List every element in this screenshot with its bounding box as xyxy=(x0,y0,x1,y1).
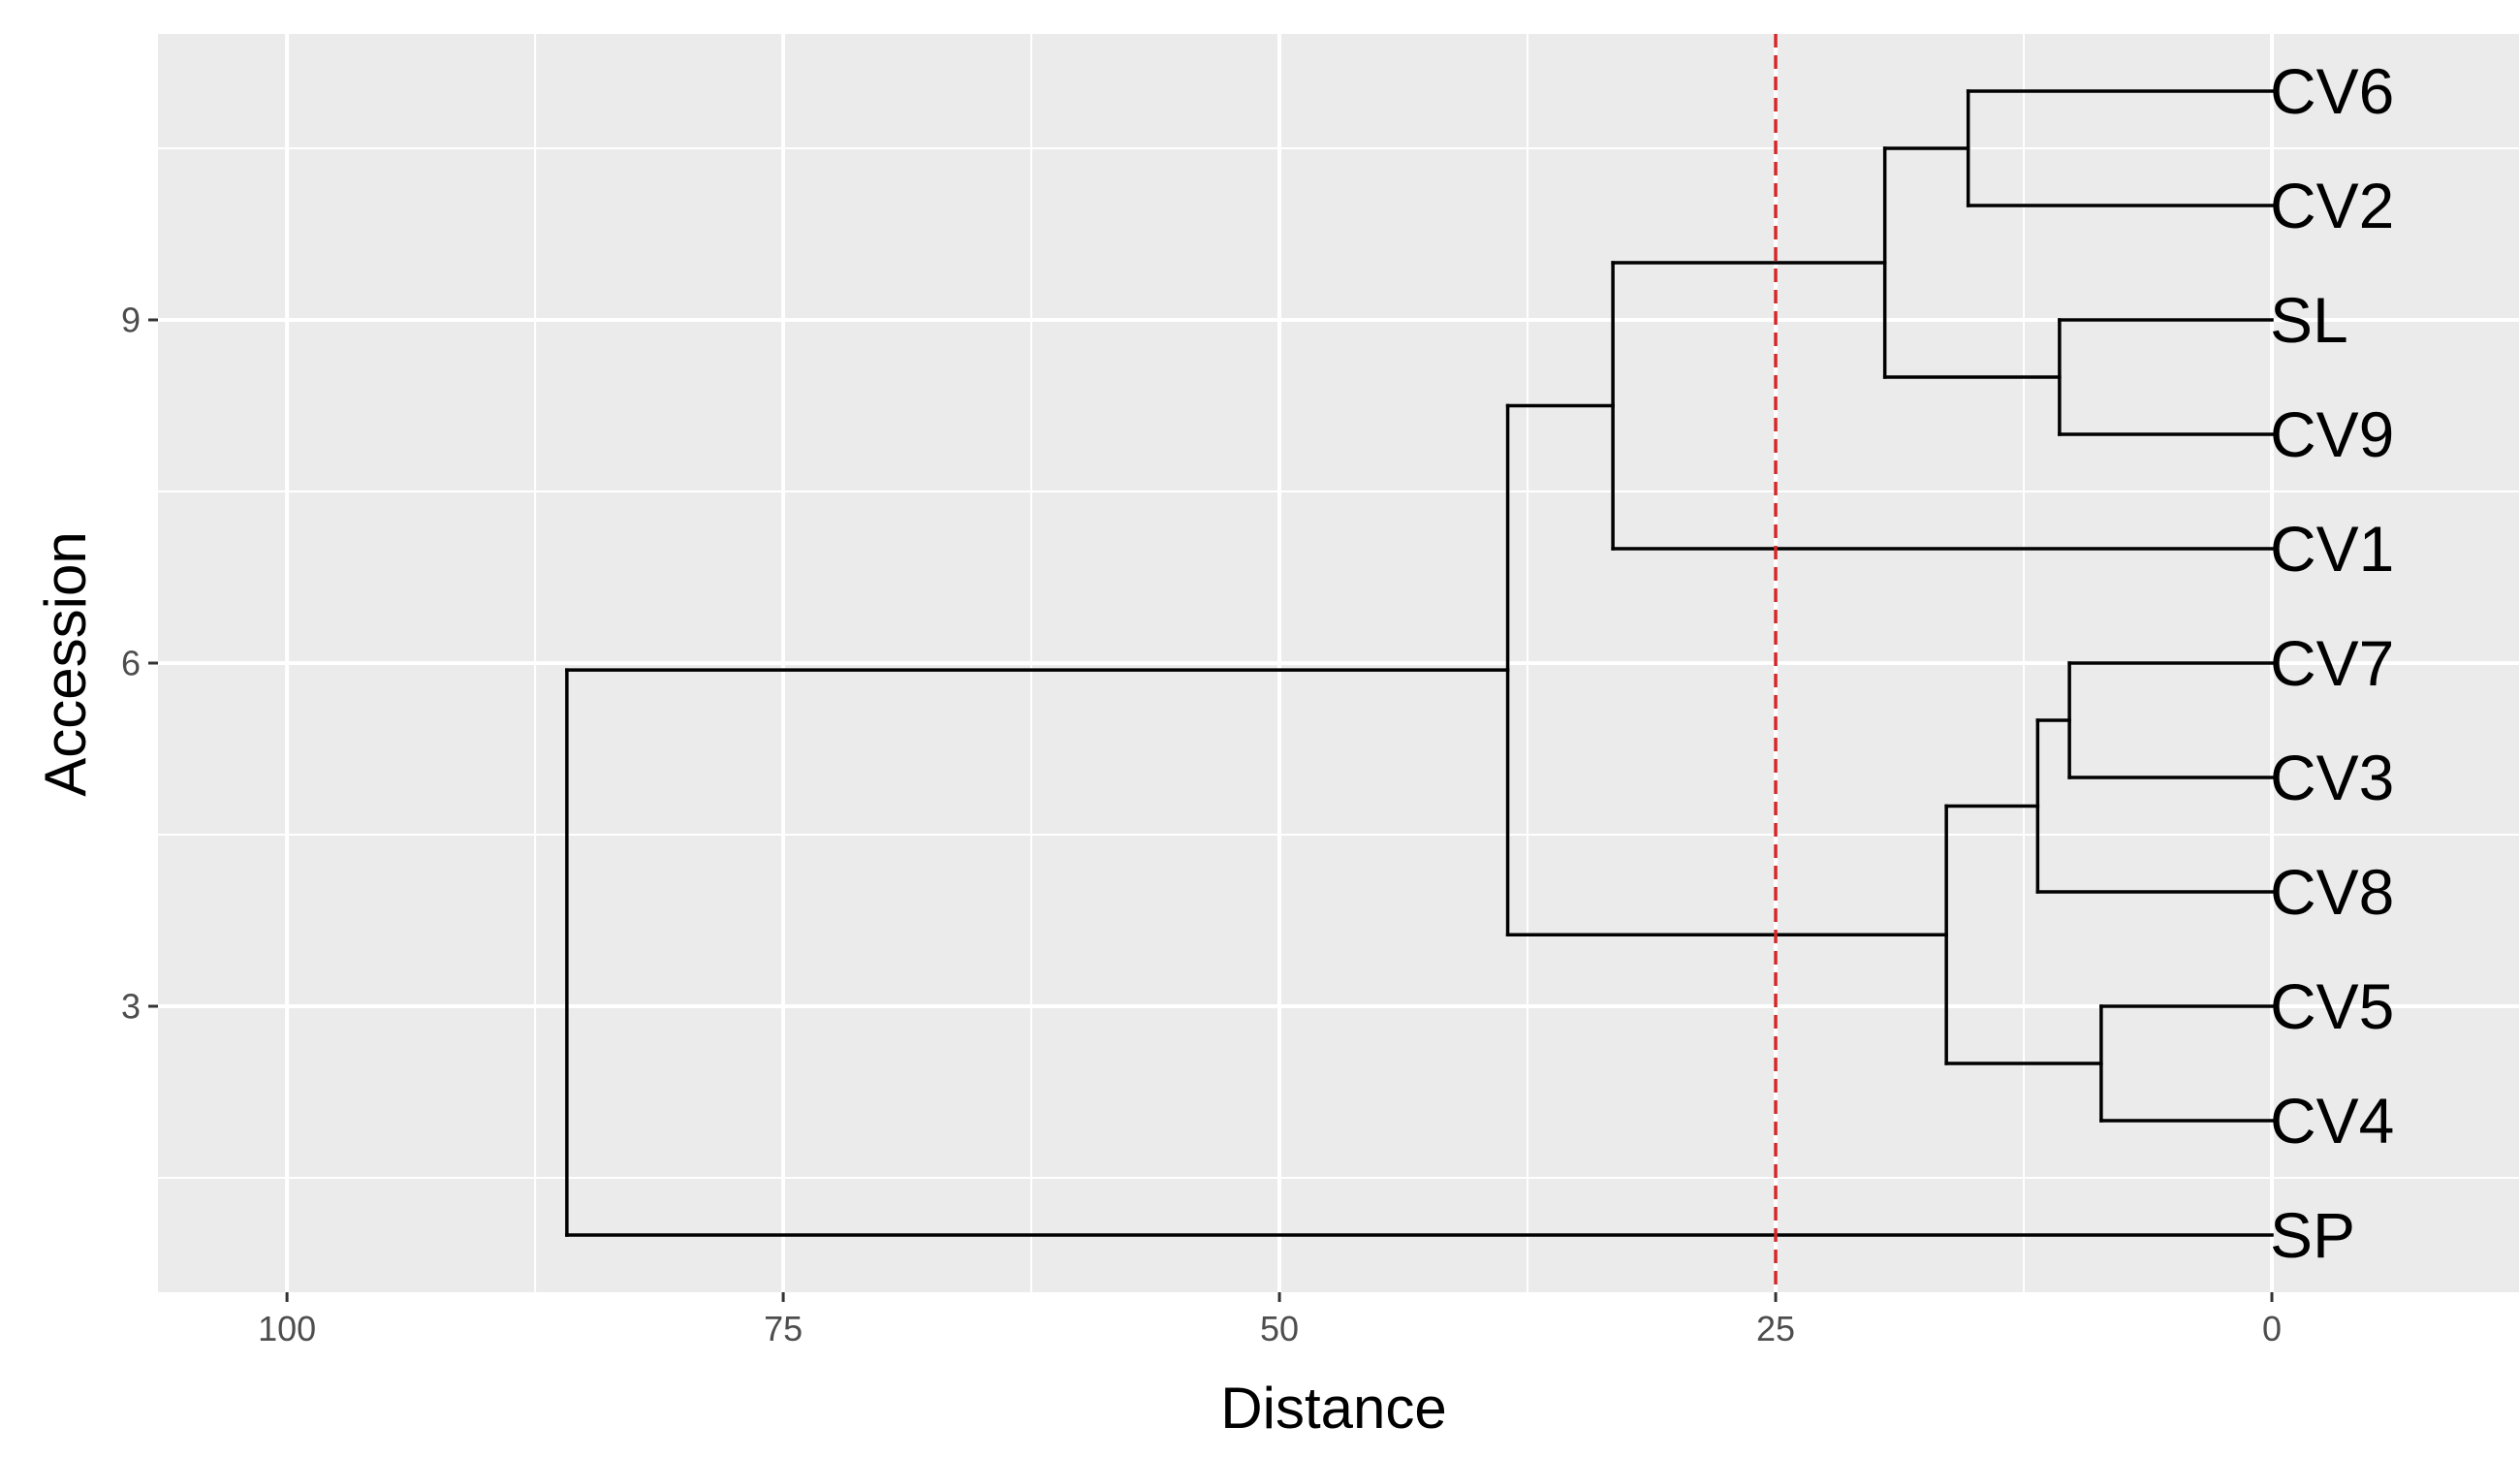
leaf-label: SL xyxy=(2270,284,2348,356)
x-tick-label: 50 xyxy=(1260,1309,1299,1348)
x-tick-label: 25 xyxy=(1756,1309,1795,1348)
leaf-label: CV4 xyxy=(2270,1085,2394,1157)
x-tick-label: 100 xyxy=(258,1309,316,1348)
x-tick-label: 75 xyxy=(764,1309,803,1348)
y-tick-label: 6 xyxy=(121,644,141,683)
y-tick-label: 3 xyxy=(121,987,141,1027)
y-axis-ticks: 3 6 9 xyxy=(121,301,158,1027)
leaf-label: CV3 xyxy=(2270,742,2394,813)
leaf-label: CV9 xyxy=(2270,398,2394,470)
x-axis-title: Distance xyxy=(1220,1376,1446,1441)
leaf-label: SP xyxy=(2270,1199,2355,1271)
leaf-labels: CV6 CV2 SL CV9 CV1 CV7 CV3 CV8 CV5 CV4 SP xyxy=(2270,55,2394,1271)
leaf-label: CV7 xyxy=(2270,627,2394,699)
leaf-label: CV2 xyxy=(2270,170,2394,241)
leaf-label: CV8 xyxy=(2270,856,2394,928)
leaf-label: CV5 xyxy=(2270,970,2394,1042)
y-tick-label: 9 xyxy=(121,301,141,340)
x-tick-label: 0 xyxy=(2262,1309,2282,1348)
major-gridlines xyxy=(158,34,2520,1292)
leaf-label: CV1 xyxy=(2270,513,2394,585)
y-axis-title: Accession xyxy=(33,531,98,796)
dendrogram-branches xyxy=(565,89,2274,1237)
leaf-label: CV6 xyxy=(2270,55,2394,127)
x-axis-ticks: 100 75 50 25 0 xyxy=(258,1292,2282,1348)
